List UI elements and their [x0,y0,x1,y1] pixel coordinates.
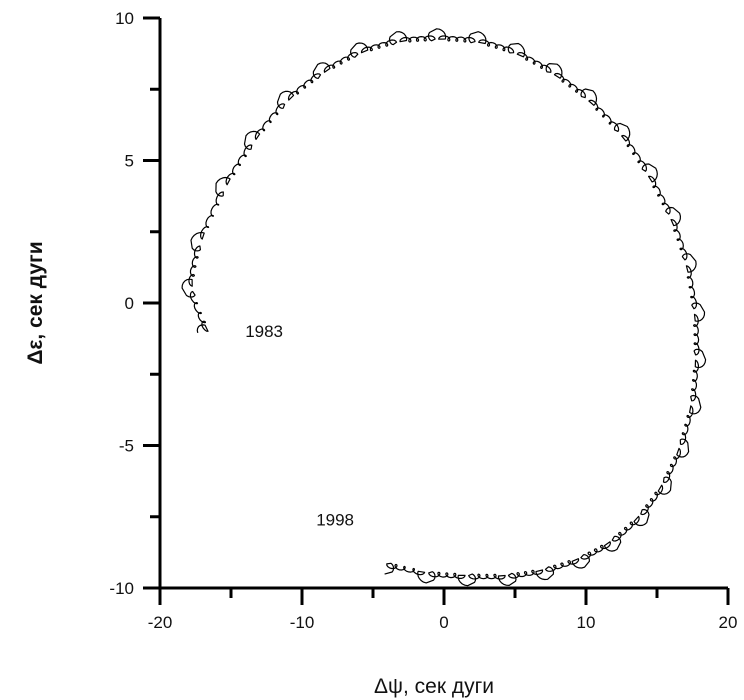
x-axis-title: Δψ, сек дуги [374,675,494,698]
x-tick-label: 0 [439,613,448,632]
nutation-curve [181,28,707,587]
annotation-end-year: 1998 [316,510,354,529]
x-axis-ticks: -20 -10 0 10 20 [148,588,738,632]
x-tick-label: -10 [290,613,315,632]
x-tick-label: 20 [719,613,738,632]
x-tick-label: -20 [148,613,173,632]
plot-area [181,28,707,587]
y-tick-label: 0 [125,294,134,313]
y-tick-label: -5 [119,437,134,456]
y-tick-label: -10 [109,579,134,598]
y-tick-label: 5 [125,152,134,171]
y-tick-label: 10 [115,9,134,28]
y-axis-title: Δε, сек дуги [24,241,47,364]
y-axis-ticks: -10 -5 0 5 10 [109,9,160,598]
axes: -20 -10 0 10 20 -10 -5 0 5 10 [109,9,737,632]
x-tick-label: 10 [577,613,596,632]
annotation-start-year: 1983 [245,322,283,341]
